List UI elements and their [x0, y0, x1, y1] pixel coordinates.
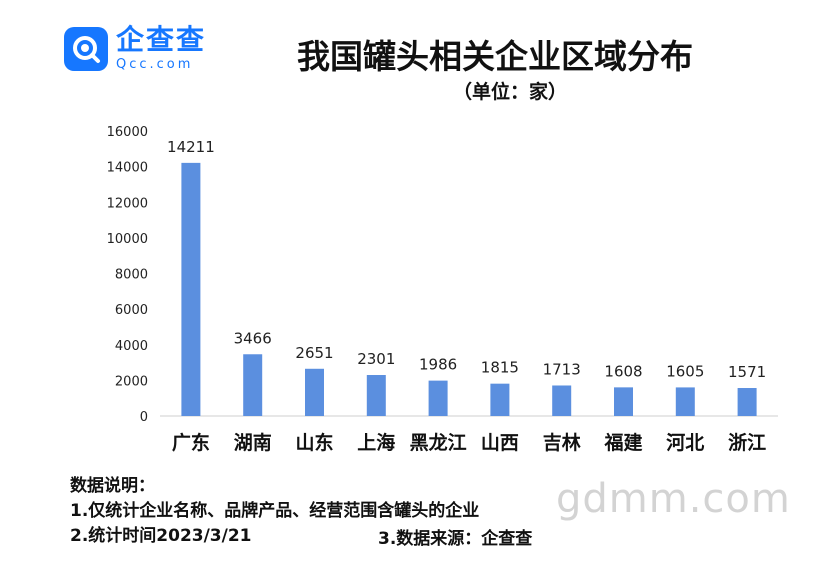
bar	[675, 387, 695, 416]
bar	[614, 387, 633, 416]
y-tick-label: 10000	[107, 232, 148, 247]
data-label: 2301	[357, 350, 395, 368]
chart-unit: （单位：家）	[452, 81, 567, 103]
data-label: 3466	[234, 329, 272, 347]
chart-title: 我国罐头相关企业区域分布	[297, 37, 693, 76]
bar	[366, 375, 386, 416]
data-label: 1605	[666, 362, 704, 380]
bar	[737, 388, 757, 416]
x-tick-label: 浙江	[728, 431, 766, 454]
x-tick-label: 上海	[357, 431, 395, 454]
data-label: 1815	[481, 359, 519, 377]
data-label: 1571	[728, 363, 766, 381]
note-line-2: 2.统计时间2023/3/21	[70, 526, 252, 546]
qcc-logo-icon	[64, 26, 108, 71]
y-tick-label: 0	[140, 410, 148, 425]
x-tick-label: 吉林	[543, 431, 581, 454]
data-label: 1986	[419, 356, 457, 374]
note-line-1: 1.仅统计企业名称、品牌产品、经营范围含罐头的企业	[70, 501, 480, 521]
y-tick-label: 14000	[107, 161, 148, 176]
x-tick-label: 湖南	[234, 432, 272, 454]
logo-name-cn: 企查查	[116, 23, 207, 56]
data-label: 14211	[167, 138, 215, 156]
data-label: 1608	[604, 362, 642, 380]
qcc-logo: 企查查 Qcc.com	[64, 26, 206, 71]
x-tick-label: 河北	[666, 432, 704, 454]
x-tick-label: 福建	[603, 431, 642, 454]
logo-name-en: Qcc.com	[116, 57, 194, 72]
notes-heading: 数据说明：	[70, 476, 155, 496]
bar	[243, 354, 263, 416]
bar	[490, 383, 510, 416]
y-tick-label: 2000	[115, 374, 148, 389]
data-label: 2651	[295, 344, 333, 362]
x-tick-label: 山东	[295, 431, 333, 454]
y-tick-label: 4000	[115, 339, 148, 354]
bar	[181, 162, 201, 416]
bar	[305, 368, 324, 416]
data-label: 1713	[543, 360, 581, 378]
y-tick-label: 6000	[115, 303, 148, 318]
y-tick-label: 12000	[107, 196, 148, 211]
data-notes: 数据说明： 1.仅统计企业名称、品牌产品、经营范围含罐头的企业 2.统计时间20…	[70, 474, 479, 549]
y-tick-label: 8000	[115, 268, 148, 283]
bar	[428, 380, 448, 416]
x-tick-label: 山西	[481, 432, 519, 454]
watermark: gdmm.com	[556, 476, 791, 522]
x-tick-label: 黑龙江	[410, 431, 467, 454]
note-line-3: 3.数据来源：企查查	[378, 529, 533, 549]
y-tick-label: 16000	[107, 125, 148, 140]
x-tick-label: 广东	[172, 431, 210, 454]
bar	[552, 385, 572, 416]
